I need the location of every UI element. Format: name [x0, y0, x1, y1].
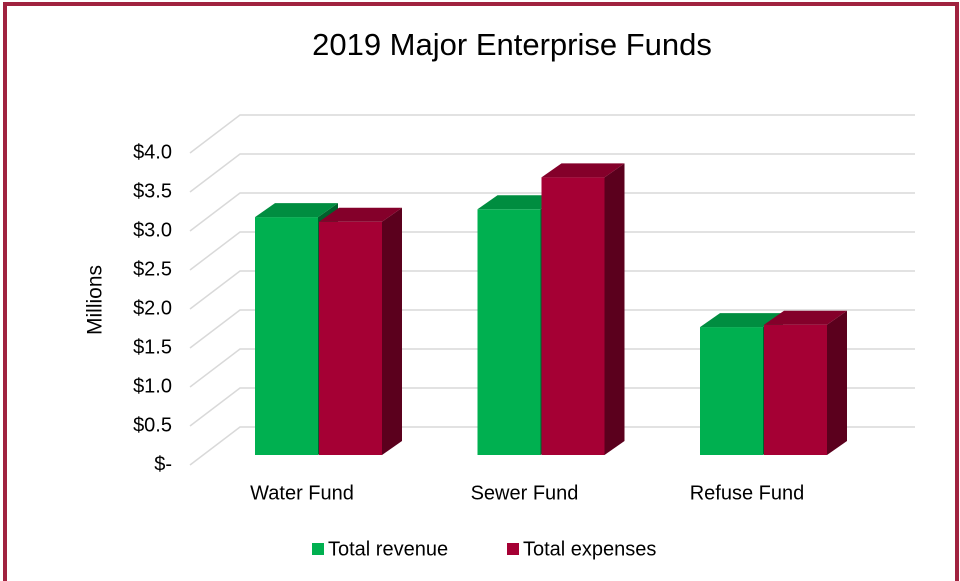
- bar-top: [255, 203, 338, 218]
- legend-label: Total expenses: [523, 538, 656, 560]
- bar-top: [319, 207, 402, 222]
- bar: [477, 209, 541, 455]
- y-tick-label: $2.0: [133, 297, 172, 319]
- bar-side: [827, 310, 847, 455]
- y-tick-label: $3.0: [133, 219, 172, 241]
- legend-swatch: [312, 543, 324, 555]
- bar: [319, 221, 382, 455]
- y-tick-label: $1.0: [133, 375, 172, 397]
- y-axis-label: Millions: [84, 265, 107, 335]
- bar: [764, 324, 827, 455]
- y-tick-label: $4.0: [133, 141, 172, 163]
- legend-swatch: [507, 543, 519, 555]
- frame: [3, 2, 959, 581]
- legend-label: Total revenue: [328, 538, 448, 560]
- bar-top: [541, 163, 625, 178]
- bar: [255, 217, 318, 455]
- bar-side: [604, 163, 625, 455]
- x-tick-label: Refuse Fund: [690, 482, 805, 504]
- grid-line: [189, 387, 915, 427]
- bar-side: [382, 207, 402, 455]
- grid-line: [189, 231, 915, 271]
- grid-line: [189, 426, 915, 466]
- x-tick-label: Water Fund: [250, 482, 354, 504]
- y-tick-label: $0.5: [133, 414, 172, 436]
- grid-line: [189, 153, 915, 193]
- x-tick-label: Sewer Fund: [471, 482, 579, 504]
- bar-top: [700, 313, 783, 328]
- y-tick-label: $1.5: [133, 336, 172, 358]
- bar: [700, 327, 763, 455]
- grid-line: [189, 348, 915, 388]
- grid-line: [189, 309, 915, 349]
- grid-line: [189, 192, 915, 232]
- grid-line: [189, 114, 915, 154]
- y-tick-label: $-: [154, 453, 172, 475]
- y-tick-label: $2.5: [133, 258, 172, 280]
- bar-top: [477, 195, 561, 210]
- bar-top: [764, 310, 847, 325]
- chart-title: 2019 Major Enterprise Funds: [312, 27, 712, 62]
- grid-line: [189, 270, 915, 310]
- y-tick-label: $3.5: [133, 180, 172, 202]
- bar: [541, 177, 605, 455]
